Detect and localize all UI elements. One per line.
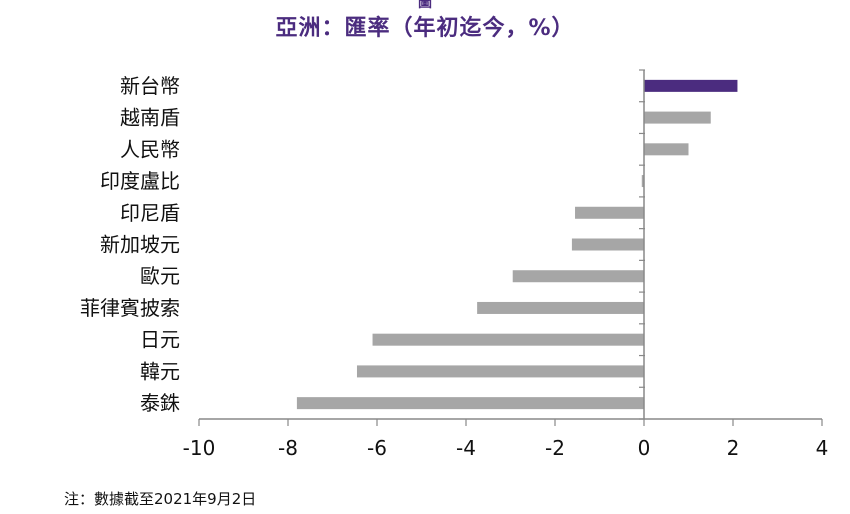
bar: [512, 270, 644, 283]
category-label: 人民幣: [120, 137, 180, 161]
bar: [296, 397, 644, 410]
bar: [372, 333, 644, 346]
footnote: 注：數據截至2021年9月2日: [64, 490, 257, 508]
x-tick-label: 0: [638, 436, 651, 460]
chart-title: 亞洲：匯率（年初迄今，%）: [275, 16, 575, 41]
bar: [571, 238, 644, 251]
category-label: 菲律賓披索: [80, 296, 180, 320]
bar: [641, 175, 644, 188]
x-tick-label: -6: [367, 436, 387, 460]
category-label: 印度盧比: [100, 169, 180, 193]
category-label: 新台幣: [120, 74, 180, 98]
bar: [356, 365, 644, 378]
x-tick-label: -4: [456, 436, 476, 460]
category-label: 韓元: [140, 359, 180, 383]
bar: [644, 143, 689, 156]
bar: [477, 301, 644, 314]
category-label: 泰銖: [140, 391, 180, 415]
category-label: 歐元: [140, 264, 180, 288]
category-label: 越南盾: [120, 106, 180, 130]
bar: [575, 206, 644, 219]
category-label: 日元: [140, 328, 180, 352]
x-tick-label: 2: [727, 436, 740, 460]
x-tick-label: -2: [545, 436, 565, 460]
x-tick-label: -8: [278, 436, 298, 460]
x-tick-label: -10: [183, 436, 216, 460]
x-tick-label: 4: [816, 436, 829, 460]
category-label: 印尼盾: [120, 201, 180, 225]
bar: [644, 79, 738, 92]
category-label: 新加坡元: [100, 233, 180, 257]
bar: [644, 111, 711, 124]
